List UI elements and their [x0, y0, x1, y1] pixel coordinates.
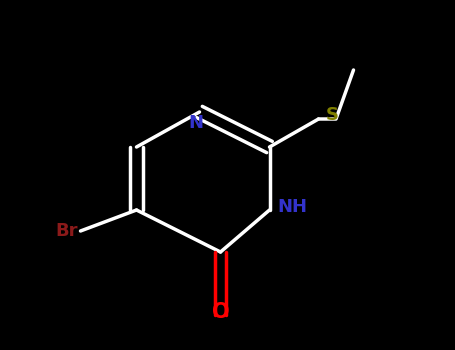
Text: S: S: [326, 106, 339, 125]
Text: N: N: [188, 113, 203, 132]
Text: Br: Br: [55, 222, 78, 240]
Text: O: O: [212, 301, 229, 322]
Text: NH: NH: [277, 197, 307, 216]
